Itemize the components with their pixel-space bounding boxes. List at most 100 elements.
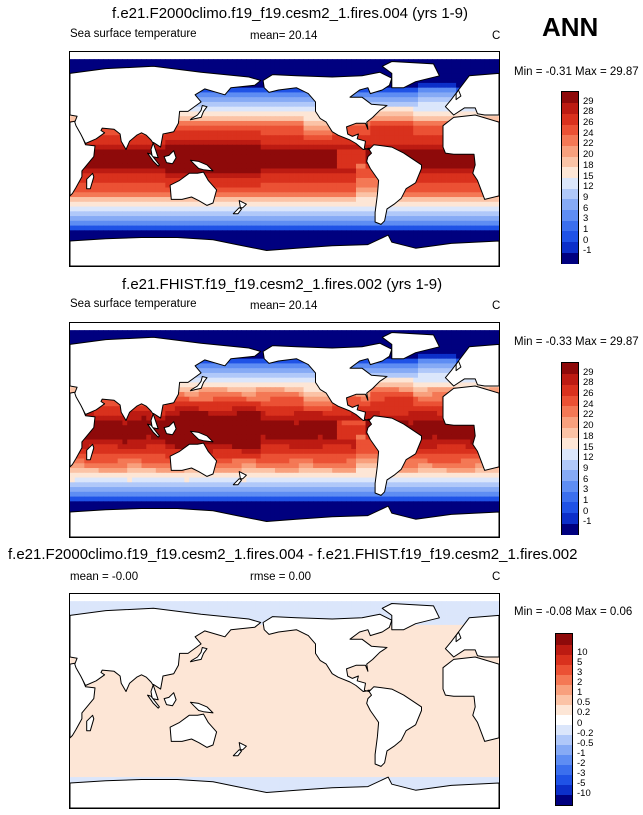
sst-cell [232,372,238,379]
sst-cell [251,168,257,174]
sst-cell [384,59,390,65]
sst-cell [79,68,85,74]
sst-cell [456,178,462,184]
sst-cell [117,201,123,207]
sst-cell [189,197,195,203]
sst-cell [451,211,457,217]
sst-cell [165,225,171,231]
sst-cell [432,235,438,241]
sst-cell [417,92,424,98]
sst-cell [227,391,233,398]
sst-cell [403,377,409,383]
sst-cell [236,239,242,245]
sst-cell [484,68,490,74]
sst-cell [274,387,281,393]
sst-cell [284,59,290,65]
sst-cell [441,197,447,203]
sst-cell [160,201,166,207]
sst-cell [189,125,195,131]
sst-cell [260,106,266,112]
sst-cell [389,391,395,398]
sst-cell [437,97,443,103]
sst-cell [198,63,204,70]
sst-cell [227,163,233,169]
sst-cell [146,197,152,203]
sst-cell [408,87,414,93]
colorbar-swatch [562,102,578,114]
sst-cell [251,173,257,179]
sst-cell [151,206,157,212]
sst-cell [131,173,138,179]
sst-cell [165,216,171,222]
sst-cell [112,206,119,212]
sst-cell [74,334,80,341]
sst-cell [360,187,366,193]
sst-cell [217,111,223,117]
sst-cell [427,330,433,336]
sst-cell [270,244,276,250]
colorbar-swatch [562,230,578,243]
sst-cell [346,187,352,193]
sst-cell [375,68,381,74]
sst-cell [284,239,290,245]
sst-cell [389,211,395,217]
sst-cell [84,187,90,193]
sst-cell [236,106,242,112]
sst-cell [389,125,395,131]
sst-cell [232,139,238,146]
land-outline [70,65,262,159]
sst-cell [375,130,381,136]
sst-cell [475,182,481,188]
sst-cell [422,372,428,379]
sst-cell [379,68,385,74]
sst-cell [441,372,447,379]
sst-cell [456,216,462,222]
sst-cell [356,239,362,245]
sst-cell [284,168,290,174]
sst-cell [213,387,219,393]
sst-cell [208,135,214,141]
sst-cell [427,230,433,236]
sst-cell [279,382,285,388]
sst-cell [298,144,304,150]
sst-cell [289,168,295,174]
sst-cell [179,144,185,150]
sst-cell [408,135,414,141]
sst-cell [317,192,324,198]
sst-cell [379,130,385,136]
sst-cell [346,216,352,222]
sst-cell [203,211,209,217]
sst-cell [432,239,438,245]
sst-cell [122,63,128,70]
sst-cell [84,173,90,179]
sst-cell [193,63,200,70]
sst-cell [327,130,333,136]
sst-cell [213,101,219,108]
sst-cell [384,377,390,383]
sst-cell [446,230,452,236]
sst-cell [141,159,147,165]
sst-cell [222,377,228,383]
sst-cell [270,239,276,245]
sst-cell [279,358,285,364]
sst-cell [155,220,161,226]
sst-cell [308,206,314,212]
sst-cell [484,59,490,65]
panel1-minmax: Min = -0.31 Max = 29.87 [514,66,639,78]
sst-cell [475,211,481,217]
sst-cell [403,101,409,108]
sst-cell [332,73,338,79]
sst-cell [184,391,190,398]
sst-cell [427,111,433,117]
sst-cell [398,135,405,141]
sst-cell [346,149,352,155]
sst-cell [174,230,181,236]
sst-cell [151,59,157,65]
sst-cell [279,220,285,226]
sst-cell [437,149,443,155]
sst-cell [227,230,233,236]
sst-cell [141,173,147,179]
sst-cell [370,63,376,70]
sst-cell [127,201,133,207]
sst-cell [289,225,295,231]
